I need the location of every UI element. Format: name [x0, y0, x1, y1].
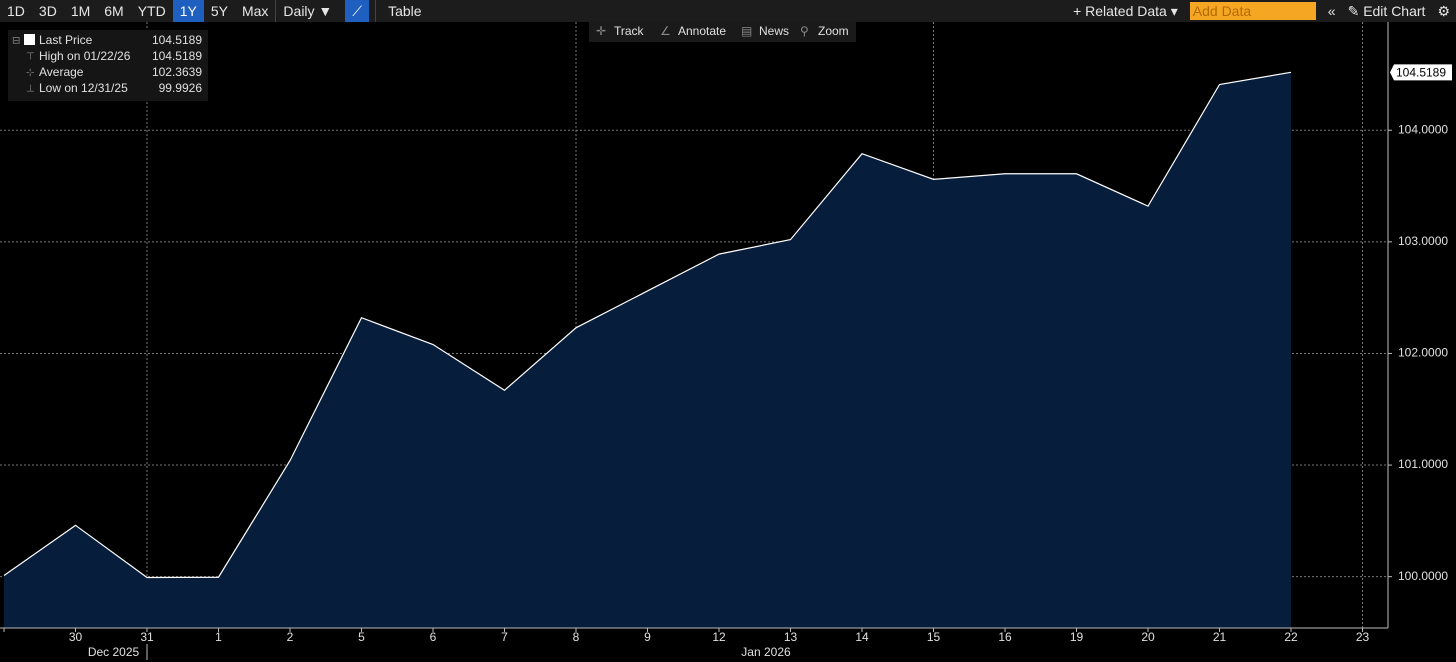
chart-tool[interactable]: News	[759, 24, 789, 38]
price-line	[3, 71, 1292, 579]
x-tick-label: 8	[573, 630, 580, 644]
toolbar-right: + Related Data ▾ Add Data « ✎ Edit Chart…	[1067, 0, 1456, 22]
chart-tools-bg	[589, 22, 856, 42]
tool-icon: ∠	[660, 24, 671, 38]
legend-icon: ⊥	[26, 84, 35, 95]
toolbar: 1D 3D 1M 6M YTD 1Y 5Y Max Daily ▼ ⟋ Table	[0, 0, 1456, 22]
settings-icon[interactable]: ⚙	[1437, 2, 1450, 19]
related-data[interactable]: + Related Data ▾	[1073, 2, 1178, 19]
x-tick-label: 30	[69, 630, 83, 644]
chart-tool[interactable]: Annotate	[678, 24, 726, 38]
x-tick-label: 1	[215, 630, 222, 644]
range-button[interactable]: 6M	[104, 3, 124, 19]
legend-icon: ⊹	[26, 68, 34, 79]
y-tick-label: 104.0000	[1398, 122, 1448, 136]
legend-collapse: ⊟	[12, 36, 20, 47]
last-price-value: 104.5189	[1396, 66, 1446, 80]
y-tick-label: 100.0000	[1398, 569, 1448, 583]
area	[4, 72, 1291, 629]
edit-chart[interactable]: ✎ Edit Chart	[1347, 2, 1426, 19]
legend-bg	[8, 30, 208, 101]
chart-tool[interactable]: Track	[614, 24, 645, 38]
y-tick-label: 101.0000	[1398, 457, 1448, 471]
legend-label: High on 01/22/26	[39, 49, 131, 63]
x-tick-label: 15	[927, 630, 941, 644]
legend-swatch	[24, 34, 35, 45]
legend-icon: ⊤	[26, 52, 35, 63]
legend-label: Last Price	[39, 33, 93, 47]
last-price-tag	[1390, 64, 1452, 81]
x-tick-label: 21	[1213, 630, 1227, 644]
range-button[interactable]: 1D	[7, 3, 25, 19]
table-button[interactable]: Table	[375, 0, 433, 22]
legend-value: 99.9926	[159, 81, 203, 95]
frequency-dropdown[interactable]: Daily ▼	[275, 0, 339, 22]
tool-icon: ▤	[741, 24, 752, 38]
x-tick-label: 19	[1070, 630, 1084, 644]
x-tick-label: 6	[430, 630, 437, 644]
x-tick-label: 5	[358, 630, 365, 644]
x-tick-label: 23	[1356, 630, 1370, 644]
y-tick-label: 103.0000	[1398, 234, 1448, 248]
x-tick-label: 2	[287, 630, 294, 644]
legend-value: 104.5189	[152, 33, 202, 47]
edit-chart-label: Edit Chart	[1363, 2, 1426, 19]
range-button[interactable]: 1Y	[172, 0, 204, 22]
chart: 100.0000 101.0000 102.0000 103.0000 104.0000…	[0, 22, 1452, 660]
chart-type-icon[interactable]: ⟋	[345, 0, 370, 22]
range-button[interactable]: 3D	[38, 3, 57, 19]
range-button[interactable]: 5Y	[210, 3, 228, 19]
chart-tool[interactable]: Zoom	[818, 24, 849, 38]
x-tick-label: 12	[712, 630, 726, 644]
x-tick-label: 20	[1141, 630, 1155, 644]
x-tick-label: 14	[855, 630, 869, 644]
legend-value: 104.5189	[152, 49, 202, 63]
x-tick-label: 22	[1284, 630, 1298, 644]
x-tick-label: 7	[501, 630, 508, 644]
collapse-button[interactable]: «	[1327, 3, 1336, 19]
month-label: Jan 2026	[741, 645, 791, 659]
legend-label: Low on 12/31/25	[39, 81, 128, 95]
range-button[interactable]: Max	[241, 3, 269, 19]
tool-icon: ⚲	[800, 24, 809, 38]
x-tick-label: 16	[998, 630, 1012, 644]
x-tick-label: 31	[140, 630, 154, 644]
legend-value: 102.3639	[152, 65, 202, 79]
tool-icon: ✛	[596, 24, 606, 38]
month-label: Dec 2025	[88, 645, 140, 659]
legend-label: Average	[39, 65, 84, 79]
range-button[interactable]: YTD	[137, 3, 166, 19]
y-tick-label: 102.0000	[1398, 346, 1448, 360]
x-tick-label: 13	[784, 630, 798, 644]
add-data-input[interactable]: Add Data	[1189, 2, 1316, 20]
range-button[interactable]: 1M	[70, 3, 91, 19]
x-tick-label: 9	[644, 630, 651, 644]
